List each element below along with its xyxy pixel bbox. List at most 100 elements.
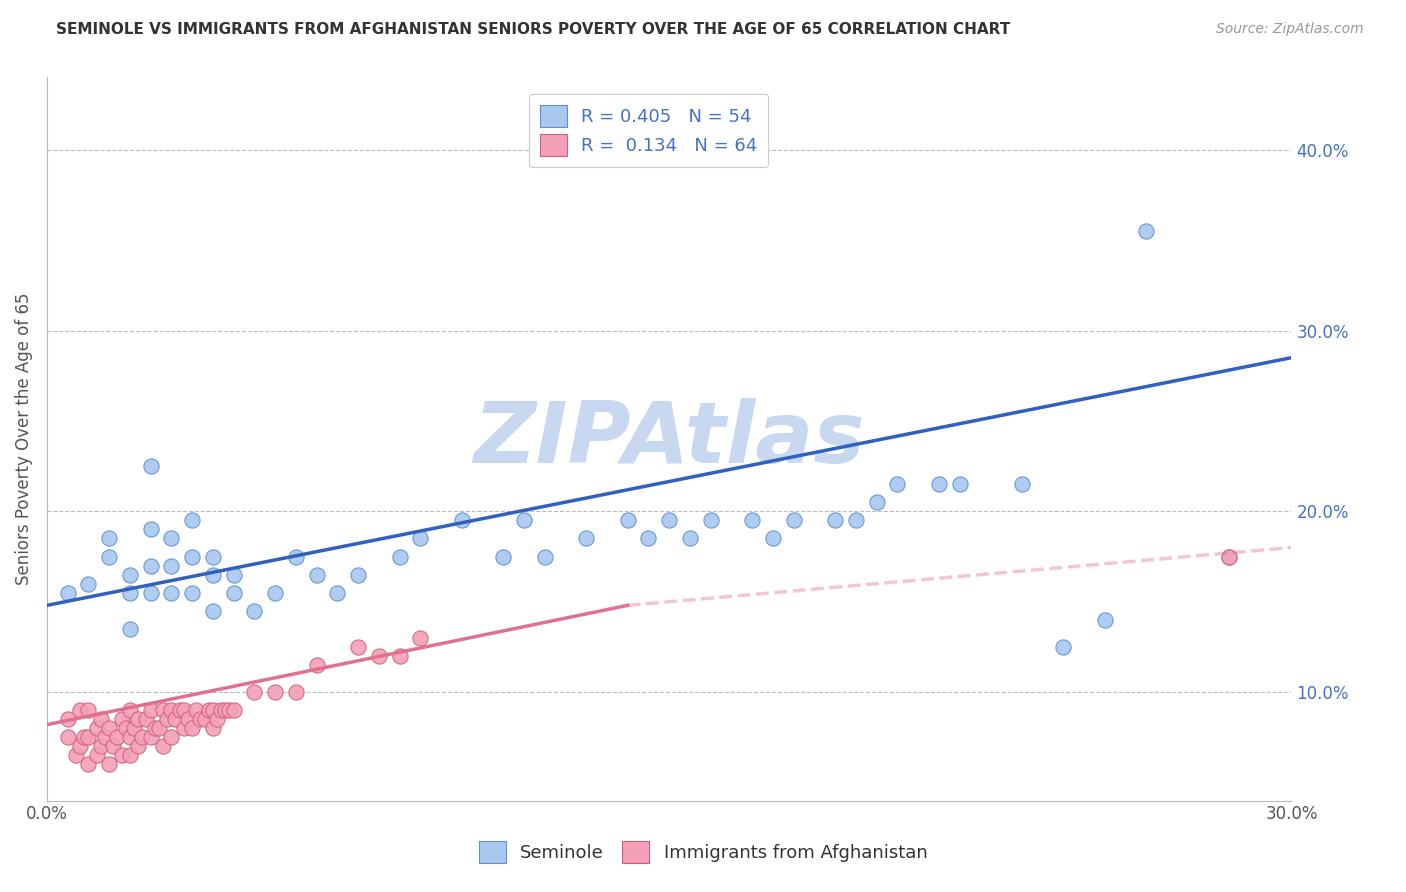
Point — [122, 721, 145, 735]
Point — [139, 558, 162, 573]
Point — [69, 739, 91, 754]
Point — [513, 513, 536, 527]
Point — [367, 648, 389, 663]
Point — [201, 703, 224, 717]
Point — [169, 703, 191, 717]
Point — [1135, 224, 1157, 238]
Point — [533, 549, 555, 564]
Point — [177, 712, 200, 726]
Point — [243, 685, 266, 699]
Point — [160, 558, 183, 573]
Point — [824, 513, 846, 527]
Point — [73, 731, 96, 745]
Point — [326, 585, 349, 599]
Point — [56, 585, 79, 599]
Point — [409, 532, 432, 546]
Point — [56, 731, 79, 745]
Point — [69, 703, 91, 717]
Point — [56, 712, 79, 726]
Point — [152, 739, 174, 754]
Point — [139, 703, 162, 717]
Point — [65, 748, 87, 763]
Point — [110, 748, 132, 763]
Point — [118, 731, 141, 745]
Point — [90, 739, 112, 754]
Point — [143, 721, 166, 735]
Point — [201, 549, 224, 564]
Point — [741, 513, 763, 527]
Point — [152, 703, 174, 717]
Point — [218, 703, 240, 717]
Point — [305, 567, 328, 582]
Point — [165, 712, 187, 726]
Point — [201, 567, 224, 582]
Point — [135, 712, 157, 726]
Point — [948, 477, 970, 491]
Point — [886, 477, 908, 491]
Point — [86, 721, 108, 735]
Point — [575, 532, 598, 546]
Point — [94, 731, 117, 745]
Point — [209, 703, 232, 717]
Point — [1218, 549, 1240, 564]
Point — [197, 703, 219, 717]
Point — [131, 731, 153, 745]
Text: SEMINOLE VS IMMIGRANTS FROM AFGHANISTAN SENIORS POVERTY OVER THE AGE OF 65 CORRE: SEMINOLE VS IMMIGRANTS FROM AFGHANISTAN … — [56, 22, 1011, 37]
Point — [118, 622, 141, 636]
Point — [201, 604, 224, 618]
Point — [139, 731, 162, 745]
Legend: R = 0.405   N = 54, R =  0.134   N = 64: R = 0.405 N = 54, R = 0.134 N = 64 — [529, 94, 768, 167]
Point — [160, 585, 183, 599]
Point — [205, 712, 228, 726]
Point — [193, 712, 215, 726]
Point — [86, 748, 108, 763]
Point — [388, 648, 411, 663]
Point — [160, 532, 183, 546]
Point — [845, 513, 868, 527]
Point — [77, 576, 100, 591]
Point — [243, 604, 266, 618]
Point — [679, 532, 702, 546]
Point — [190, 712, 212, 726]
Point — [409, 631, 432, 645]
Point — [139, 585, 162, 599]
Point — [222, 567, 245, 582]
Point — [865, 495, 887, 509]
Point — [782, 513, 804, 527]
Point — [347, 567, 370, 582]
Point — [148, 721, 170, 735]
Point — [181, 585, 204, 599]
Point — [98, 549, 121, 564]
Point — [762, 532, 785, 546]
Point — [181, 549, 204, 564]
Point — [1218, 549, 1240, 564]
Point — [118, 567, 141, 582]
Point — [156, 712, 179, 726]
Point — [658, 513, 681, 527]
Point — [181, 721, 204, 735]
Point — [214, 703, 236, 717]
Point — [173, 703, 195, 717]
Point — [118, 585, 141, 599]
Point — [90, 712, 112, 726]
Point — [114, 721, 136, 735]
Text: ZIPAtlas: ZIPAtlas — [474, 398, 865, 481]
Point — [77, 703, 100, 717]
Point — [181, 513, 204, 527]
Point — [264, 685, 287, 699]
Point — [98, 532, 121, 546]
Point — [305, 658, 328, 673]
Point — [264, 585, 287, 599]
Point — [77, 731, 100, 745]
Point — [222, 585, 245, 599]
Point — [637, 532, 659, 546]
Point — [98, 721, 121, 735]
Point — [450, 513, 472, 527]
Point — [127, 739, 149, 754]
Point — [173, 721, 195, 735]
Point — [347, 640, 370, 654]
Point — [103, 739, 125, 754]
Point — [222, 703, 245, 717]
Text: Source: ZipAtlas.com: Source: ZipAtlas.com — [1216, 22, 1364, 37]
Point — [118, 703, 141, 717]
